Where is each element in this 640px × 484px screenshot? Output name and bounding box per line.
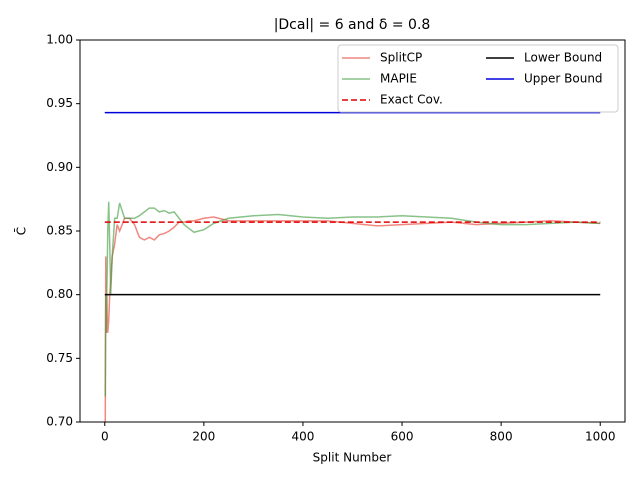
x-tick-label: 800 bbox=[490, 430, 513, 444]
legend-label: Exact Cov. bbox=[380, 93, 443, 107]
series-line bbox=[104, 216, 601, 423]
series-line bbox=[104, 201, 601, 397]
x-tick-label: 200 bbox=[192, 430, 215, 444]
legend-label: MAPIE bbox=[380, 72, 417, 86]
y-tick-label: 0.80 bbox=[46, 287, 73, 301]
legend-box bbox=[337, 44, 619, 113]
y-tick-label: 1.00 bbox=[46, 33, 73, 47]
y-axis-label: C̄ bbox=[14, 227, 28, 235]
y-tick-label: 0.85 bbox=[46, 224, 73, 238]
legend-label: SplitCP bbox=[380, 51, 422, 65]
legend-label: Lower Bound bbox=[524, 51, 602, 65]
legend-label: Upper Bound bbox=[524, 72, 603, 86]
y-tick-label: 0.95 bbox=[46, 96, 73, 110]
y-tick-label: 0.90 bbox=[46, 160, 73, 174]
y-tick-label: 0.70 bbox=[46, 415, 73, 429]
x-axis-label: Split Number bbox=[313, 451, 392, 465]
chart-title: |Dcal| = 6 and δ = 0.8 bbox=[274, 17, 431, 33]
x-tick-label: 1000 bbox=[585, 430, 616, 444]
x-tick-label: 600 bbox=[391, 430, 414, 444]
x-tick-label: 400 bbox=[292, 430, 315, 444]
x-tick-label: 0 bbox=[101, 430, 109, 444]
y-tick-label: 0.75 bbox=[46, 351, 73, 365]
